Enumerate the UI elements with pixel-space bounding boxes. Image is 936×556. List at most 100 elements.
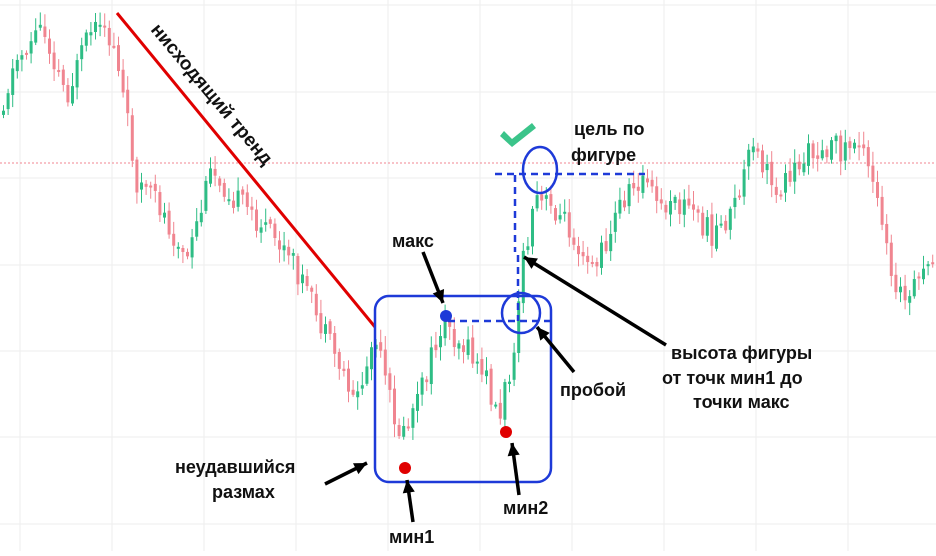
candle-body [356,391,360,398]
candle-body [604,241,608,252]
arrow [402,479,415,523]
candle-body [103,25,107,28]
arrowhead [507,443,520,457]
candle-body [848,141,852,149]
candle-body [112,45,116,48]
candle-body [439,336,442,348]
candle-body [535,195,539,209]
min1-marker [399,462,411,474]
candle-body [57,70,61,73]
candle-body [678,199,682,215]
candle-body [397,425,401,437]
candle-body [475,361,479,364]
candle-body [337,352,341,369]
candle-body [540,194,544,201]
candle-body [751,146,755,153]
arrowhead [402,480,415,494]
candle-body [457,343,461,349]
target-label-2: фигуре [571,145,636,165]
candle-body [609,233,613,252]
arrowhead [432,289,445,303]
candle-body [650,179,654,187]
height-label-1: высота фигуры [671,343,812,363]
max-label: макс [392,231,434,251]
candle-body [310,287,314,292]
candle-body [416,393,419,411]
candle-body [839,135,843,162]
candle-body [466,339,470,355]
candle-body [784,173,787,193]
candle-body [613,212,617,232]
candle-body [443,317,447,339]
candle-body [581,252,585,257]
candle-body [135,159,139,193]
candle-body [75,60,79,88]
candle-body [627,184,631,207]
candle-body [871,165,875,182]
candle-body [434,344,438,351]
candle-body [876,181,879,198]
max-marker [440,310,452,322]
candle-body [857,145,861,148]
candle-body [912,279,916,297]
min2-marker [500,426,512,438]
candle-body [715,225,718,249]
candle-body [526,246,530,250]
candle-body [2,110,5,115]
candle-body [406,426,410,429]
candle-body [696,209,700,213]
candle-body [572,237,576,245]
candle-body [586,255,590,263]
candle-body [701,212,705,236]
candle-body [282,245,286,251]
candle-body [521,250,525,304]
candle-body [144,183,148,187]
candle-body [195,221,199,237]
candle-body [34,30,38,43]
candle-body [25,52,28,55]
candle-body [595,262,599,267]
candle-body [66,85,70,103]
candle-body [172,233,176,246]
candle-body [793,162,797,182]
candle-body [880,196,884,225]
candle-body [903,285,907,301]
candles [2,12,935,440]
candle-body [190,237,194,258]
pattern-box [373,294,553,484]
candle-body [402,425,406,437]
candle-body [719,223,723,226]
candle-body [29,41,33,54]
candle-body [61,69,65,85]
candle-body [38,24,42,28]
candle-body [333,333,337,354]
candle-body [305,276,309,287]
candle-body [517,301,521,353]
candle-body [259,227,263,233]
candle-body [296,256,300,285]
candle-body [388,373,392,390]
candle-body [448,318,452,327]
candle-body [301,274,304,284]
candle-body [420,377,424,395]
candle-body [241,189,245,195]
candle-body [655,186,659,201]
candle-body [209,168,212,184]
candle-body [853,142,856,149]
candle-body [747,149,751,167]
arrow [421,251,445,304]
candle-body [52,52,56,70]
candle-body [471,337,475,364]
candle-body [328,321,332,334]
candle-body [287,246,291,256]
candle-body [894,274,898,293]
candle-body [158,192,162,216]
candle-body [186,251,189,257]
min2-label: мин2 [503,498,548,518]
candle-body [324,324,327,334]
candle-body [917,276,921,279]
candle-body [227,199,231,202]
candle-body [899,286,902,293]
candle-body [816,155,820,159]
